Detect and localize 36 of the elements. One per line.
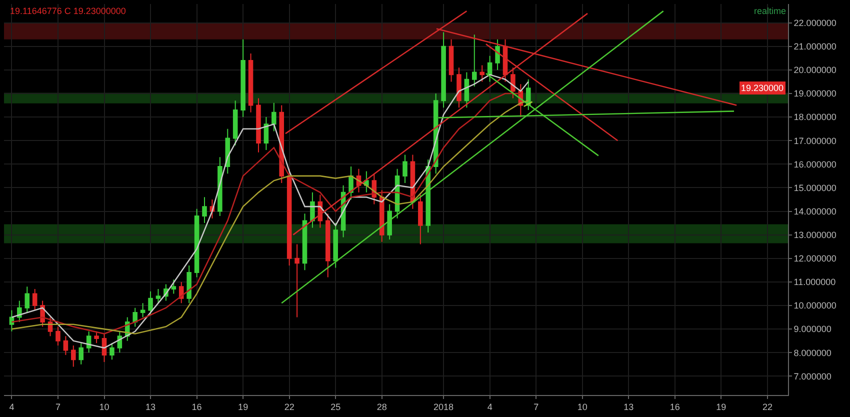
x-tick-label: 19 [238,402,248,412]
y-tick-label: 12.000000 [794,254,836,264]
x-tick-label: 16 [670,402,680,412]
y-tick-label: 21.000000 [794,42,836,52]
y-tick-label: 19.000000 [794,88,836,99]
y-tick-label: 10.000000 [794,300,836,311]
x-tick-label: 13 [146,402,156,412]
x-tick-label: 2018 [434,402,454,412]
y-tick-label: 14.000000 [794,206,836,216]
x-tick-label: 10 [99,402,110,412]
x-tick-label: 16 [192,402,202,412]
x-tick-label: 4 [487,402,492,412]
x-tick-label: 13 [624,402,634,412]
y-tick-label: 11.000000 [794,277,836,288]
annotation: realtime [754,6,786,16]
x-tick-label: 10 [577,402,588,412]
y-tick-label: 22.000000 [794,18,836,28]
x-tick-label: 22 [284,402,294,412]
y-tick-label: 17.000000 [794,136,836,146]
x-tick-label: 25 [330,402,341,412]
y-tick-label: 20.000000 [794,65,836,76]
y-tick-label: 16.000000 [794,159,836,170]
x-tick-label: 7 [534,402,539,412]
annotation: 19.230000 [741,83,784,93]
y-tick-label: 15.000000 [794,182,836,193]
x-tick-label: 19 [716,402,726,412]
x-tick-label: 28 [376,402,387,412]
x-tick-label: 4 [9,402,14,412]
y-tick-label: 13.000000 [794,230,836,240]
x-tick-label: 22 [762,402,772,412]
y-tick-label: 18.000000 [794,112,836,122]
x-tick-label: 7 [55,402,60,412]
annotation: 19.11646776 C 19.23000000 [10,6,126,16]
y-tick-label: 7.000000 [794,371,832,382]
y-tick-label: 8.000000 [794,348,832,358]
y-tick-label: 9.000000 [794,324,832,334]
